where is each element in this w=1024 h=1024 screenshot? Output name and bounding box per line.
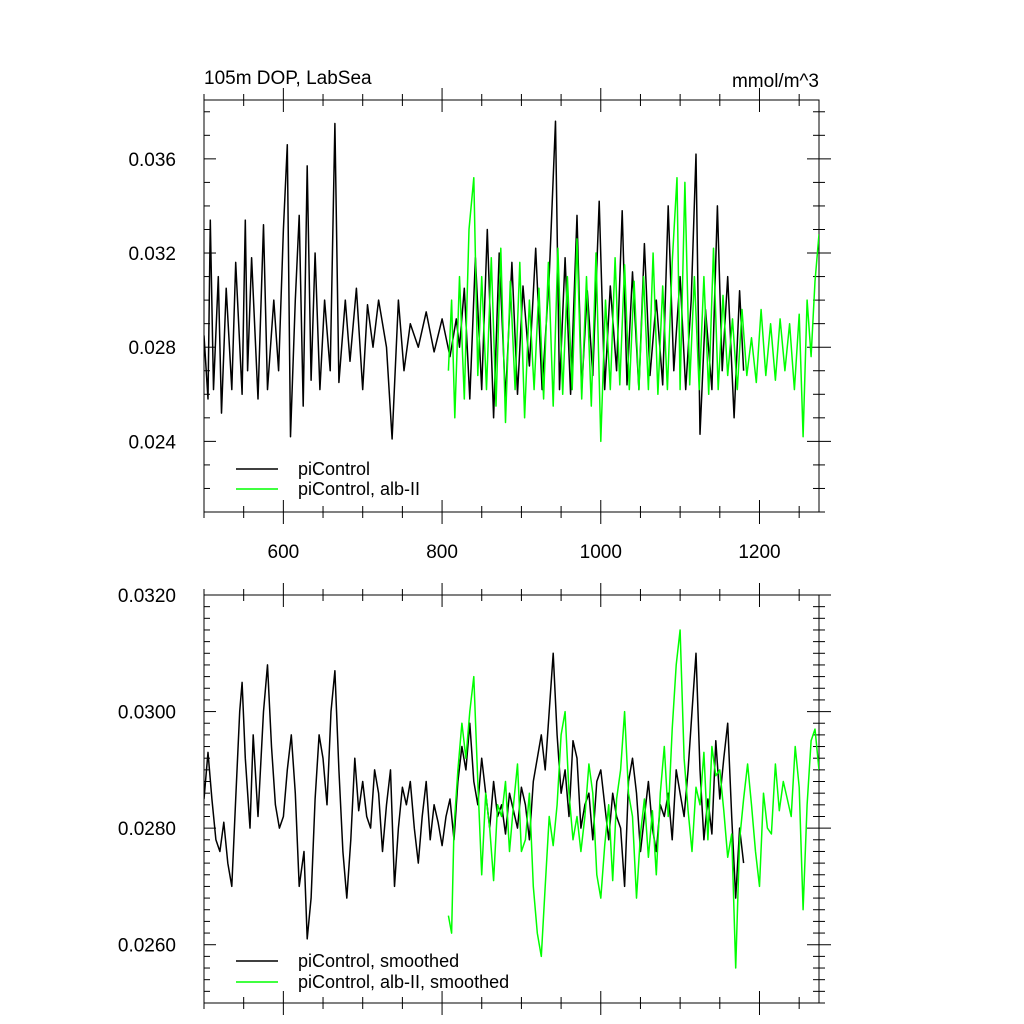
top-y-tick-label: 0.032 (128, 244, 176, 265)
top-series-line-picontrol (204, 120, 745, 440)
bottom-legend-label: piControl, smoothed (298, 951, 459, 971)
bottom-panel: 0.0260 0.0280 0.0300 0.0320 piControl, smoot… (118, 583, 831, 1015)
top-y-tick-label: 0.028 (128, 338, 176, 359)
top-plot-frame (203, 99, 820, 513)
bottom-y-tick-label: 0.0320 (118, 586, 176, 607)
top-panel-title: 105m DOP, LabSea (204, 68, 372, 89)
top-legend-label: piControl, alb-II (298, 479, 420, 499)
top-x-tick-label: 800 (426, 542, 458, 563)
top-x-tick-label: 1200 (738, 542, 780, 563)
top-legend-label: piControl (298, 459, 370, 479)
top-y-tick-label: 0.024 (128, 432, 176, 453)
bottom-series-line-picontrol-alb-ii (447, 629, 819, 969)
top-y-tick-label: 0.036 (128, 150, 176, 171)
top-series-line-picontrol-alb-ii (447, 176, 819, 443)
top-panel: 105m DOP, LabSea mmol/m^3 600 800 1000 1200… (128, 68, 831, 563)
bottom-legend-label: piControl, alb-II, smoothed (298, 972, 509, 992)
bottom-y-tick-label: 0.0260 (118, 936, 176, 957)
bottom-y-tick-label: 0.0280 (118, 819, 176, 840)
top-x-tick-label: 1000 (580, 542, 622, 563)
top-panel-units: mmol/m^3 (732, 71, 819, 92)
top-x-tick-label: 600 (268, 542, 300, 563)
bottom-y-tick-label: 0.0300 (118, 703, 176, 724)
